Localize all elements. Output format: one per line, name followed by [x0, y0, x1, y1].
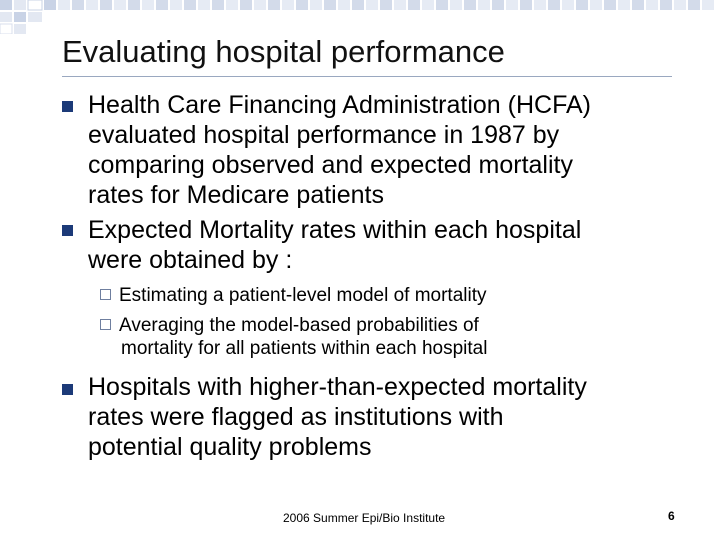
- grid-square: [646, 0, 658, 10]
- checkbox-bullet-icon: [100, 319, 111, 330]
- corner-grid-decoration: [0, 0, 714, 34]
- grid-square: [688, 0, 700, 10]
- grid-square: [562, 0, 574, 10]
- grid-square: [170, 0, 182, 10]
- grid-square: [632, 0, 644, 10]
- square-bullet-icon: [62, 101, 73, 112]
- grid-square: [380, 0, 392, 10]
- grid-square: [310, 0, 322, 10]
- grid-square: [338, 0, 350, 10]
- bullet-1-line: evaluated hospital performance in 1987 b…: [88, 121, 560, 149]
- grid-square: [212, 0, 224, 10]
- grid-square: [156, 0, 168, 10]
- grid-square: [142, 0, 154, 10]
- grid-square: [352, 0, 364, 10]
- footer-text: 2006 Summer Epi/Bio Institute: [283, 511, 446, 525]
- grid-square: [464, 0, 476, 10]
- grid-square: [702, 0, 714, 10]
- grid-square: [72, 0, 84, 10]
- sub-bullet-1: Estimating a patient-level model of mort…: [100, 284, 660, 307]
- title-divider: [62, 76, 672, 77]
- bullet-1-text: Health Care Financing Administration (HC…: [88, 90, 688, 210]
- bullet-1-line: rates for Medicare patients: [88, 181, 384, 209]
- sub-bullet-1-line: Estimating a patient-level model of mort…: [119, 285, 487, 306]
- grid-square: [254, 0, 266, 10]
- sub-bullet-2-line: Averaging the model-based probabilities …: [119, 315, 479, 336]
- grid-square: [226, 0, 238, 10]
- grid-square: [618, 0, 630, 10]
- grid-square: [408, 0, 420, 10]
- grid-square: [590, 0, 602, 10]
- grid-square: [268, 0, 280, 10]
- bullet-3-text: Hospitals with higher-than-expected mort…: [88, 372, 688, 462]
- grid-square: [492, 0, 504, 10]
- page-number: 6: [668, 509, 675, 523]
- bullet-2-text: Expected Mortality rates within each hos…: [88, 215, 688, 275]
- bullet-3-line: potential quality problems: [88, 433, 372, 461]
- grid-square: [534, 0, 546, 10]
- sub-bullet-2-line: mortality for all patients within each h…: [121, 338, 488, 359]
- grid-square: [324, 0, 336, 10]
- bullet-2-line: were obtained by :: [88, 246, 293, 274]
- grid-square: [86, 0, 98, 10]
- checkbox-bullet-icon: [100, 289, 111, 300]
- grid-square: [184, 0, 196, 10]
- bullet-2-line: Expected Mortality rates within each hos…: [88, 216, 582, 244]
- grid-square: [394, 0, 406, 10]
- grid-square: [548, 0, 560, 10]
- bullet-1-line: comparing observed and expected mortalit…: [88, 151, 573, 179]
- grid-square: [604, 0, 616, 10]
- grid-square: [198, 0, 210, 10]
- grid-square: [100, 0, 112, 10]
- grid-square: [114, 0, 126, 10]
- grid-square: [128, 0, 140, 10]
- square-bullet-icon: [62, 384, 73, 395]
- grid-square: [450, 0, 462, 10]
- grid-square: [240, 0, 252, 10]
- slide-title: Evaluating hospital performance: [62, 34, 505, 69]
- grid-square: [422, 0, 434, 10]
- bullet-1-line: Health Care Financing Administration (HC…: [88, 91, 591, 119]
- grid-square: [282, 0, 294, 10]
- bullet-3-line: rates were flagged as institutions with: [88, 403, 504, 431]
- square-bullet-icon: [62, 225, 73, 236]
- grid-square: [506, 0, 518, 10]
- grid-square: [674, 0, 686, 10]
- sub-bullet-2: Averaging the model-based probabilities …: [100, 314, 660, 360]
- bullet-3-line: Hospitals with higher-than-expected mort…: [88, 373, 587, 401]
- grid-square: [660, 0, 672, 10]
- grid-square: [520, 0, 532, 10]
- grid-square: [576, 0, 588, 10]
- grid-square: [366, 0, 378, 10]
- grid-square: [478, 0, 490, 10]
- grid-square: [296, 0, 308, 10]
- grid-square: [58, 0, 70, 10]
- grid-square: [436, 0, 448, 10]
